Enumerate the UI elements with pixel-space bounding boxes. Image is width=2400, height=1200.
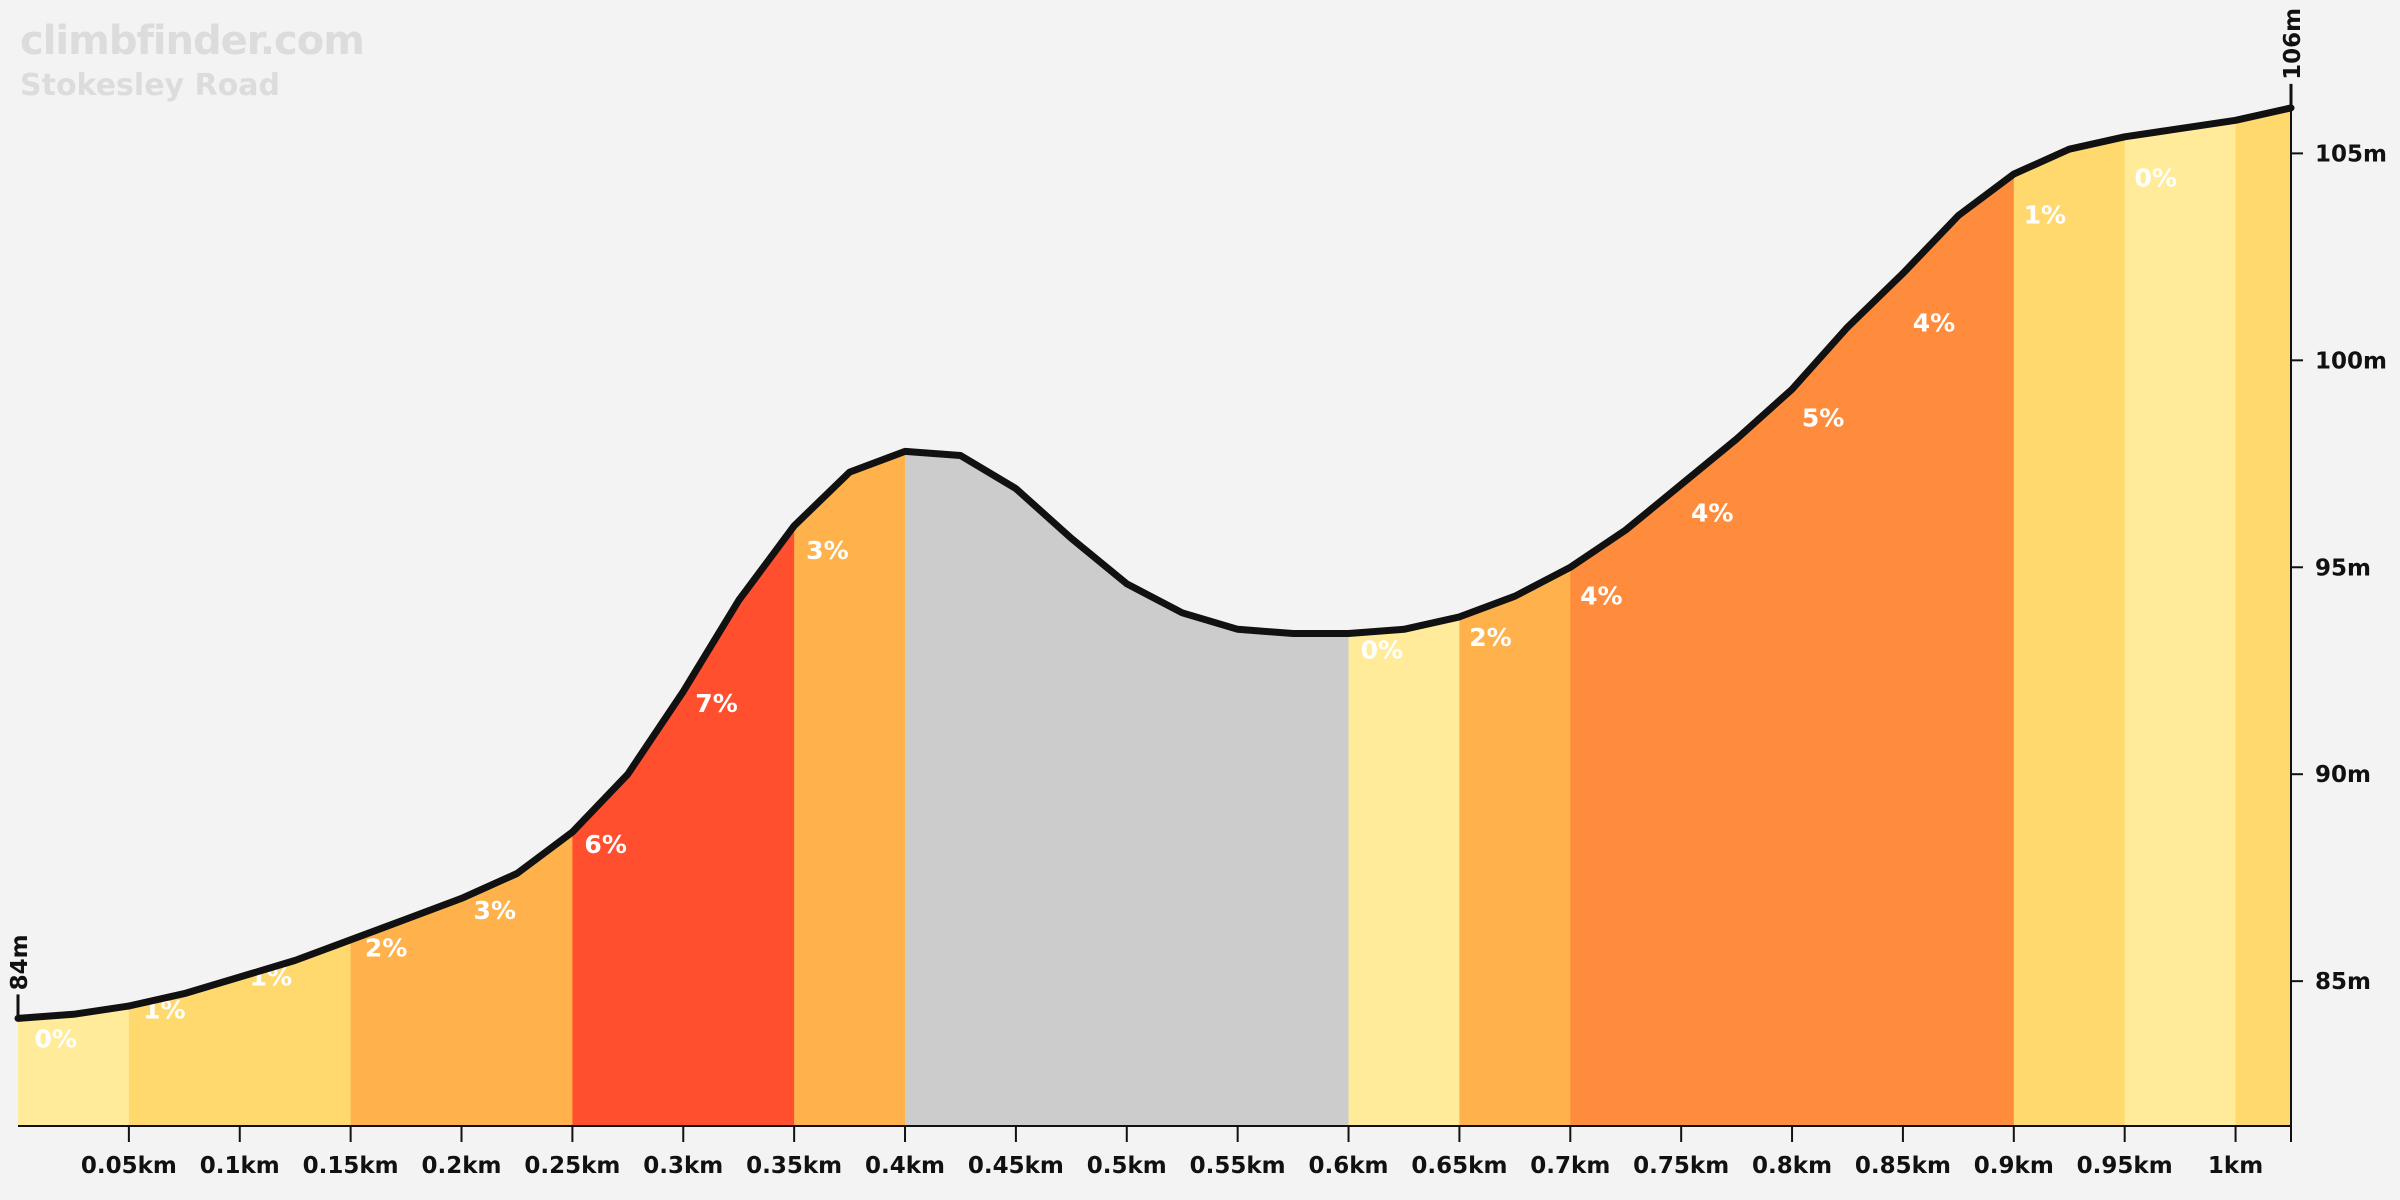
x-tick-label-11: 0.6km — [1309, 1153, 1389, 1179]
grade-label-0: 0% — [34, 1024, 76, 1053]
start-elevation-label: 84m — [7, 934, 33, 990]
grade-label-12: 5% — [1802, 404, 1844, 433]
x-tick-label-8: 0.45km — [968, 1153, 1064, 1179]
grade-label-7: 3% — [806, 536, 848, 565]
x-tick-label-4: 0.25km — [524, 1153, 620, 1179]
grade-segment-8 — [1570, 107, 2015, 1126]
grade-segment-7 — [1459, 107, 1571, 1126]
y-tick-label-1: 90m — [2315, 762, 2371, 788]
grade-label-5: 6% — [584, 830, 626, 859]
site-brand: climbfinder.com — [20, 18, 365, 64]
end-elevation-label: 106m — [2280, 8, 2306, 80]
grade-label-9: 2% — [1469, 623, 1511, 652]
x-tick-label-3: 0.2km — [422, 1153, 502, 1179]
grade-label-3: 2% — [365, 933, 407, 962]
grade-label-14: 1% — [2024, 201, 2066, 230]
grade-segment-3 — [572, 107, 795, 1126]
x-tick-label-13: 0.7km — [1530, 1153, 1610, 1179]
grade-label-4: 3% — [474, 896, 516, 925]
x-tick-label-15: 0.8km — [1752, 1153, 1832, 1179]
x-tick-label-17: 0.9km — [1974, 1153, 2054, 1179]
grade-segment-5 — [905, 107, 1350, 1126]
x-tick-label-10: 0.55km — [1190, 1153, 1286, 1179]
y-tick-label-4: 105m — [2315, 141, 2387, 167]
grade-label-6: 7% — [695, 689, 737, 718]
grade-segment-9 — [2013, 107, 2126, 1126]
x-tick-label-7: 0.4km — [865, 1153, 945, 1179]
x-tick-label-1: 0.1km — [200, 1153, 280, 1179]
x-tick-label-19: 1km — [2208, 1153, 2263, 1179]
grade-label-15: 0% — [2135, 163, 2177, 192]
x-tick-label-5: 0.3km — [643, 1153, 723, 1179]
x-tick-label-14: 0.75km — [1633, 1153, 1729, 1179]
y-tick-label-2: 95m — [2315, 555, 2371, 581]
x-tick-label-9: 0.5km — [1087, 1153, 1167, 1179]
grade-label-13: 4% — [1913, 308, 1955, 337]
climb-title: Stokesley Road — [20, 68, 280, 103]
grade-label-10: 4% — [1580, 582, 1622, 611]
x-tick-label-18: 0.95km — [2077, 1153, 2173, 1179]
grade-segment-10 — [2124, 107, 2237, 1126]
grade-label-8: 0% — [1361, 635, 1403, 664]
x-tick-label-16: 0.85km — [1855, 1153, 1951, 1179]
grade-segment-6 — [1348, 107, 1460, 1126]
x-tick-label-0: 0.05km — [81, 1153, 177, 1179]
x-tick-label-6: 0.35km — [746, 1153, 842, 1179]
x-tick-label-12: 0.65km — [1411, 1153, 1507, 1179]
grade-labels: 0%1%1%2%3%6%7%3%0% 2%4%4%5%4%1%0% — [34, 163, 2176, 1053]
axes: 0.05km 0.1km 0.15km 0.2km 0.25km 0.3km 0.35km 0… — [7, 8, 2387, 1179]
grade-segments — [18, 107, 2291, 1126]
y-tick-label-0: 85m — [2315, 969, 2371, 995]
elevation-line — [14, 104, 2295, 1022]
grade-label-11: 4% — [1691, 499, 1733, 528]
grade-segment-0 — [18, 107, 130, 1126]
grade-segment-11 — [2235, 107, 2291, 1126]
grade-segment-1 — [128, 107, 352, 1126]
x-tick-label-2: 0.15km — [303, 1153, 399, 1179]
y-tick-label-3: 100m — [2315, 348, 2387, 374]
